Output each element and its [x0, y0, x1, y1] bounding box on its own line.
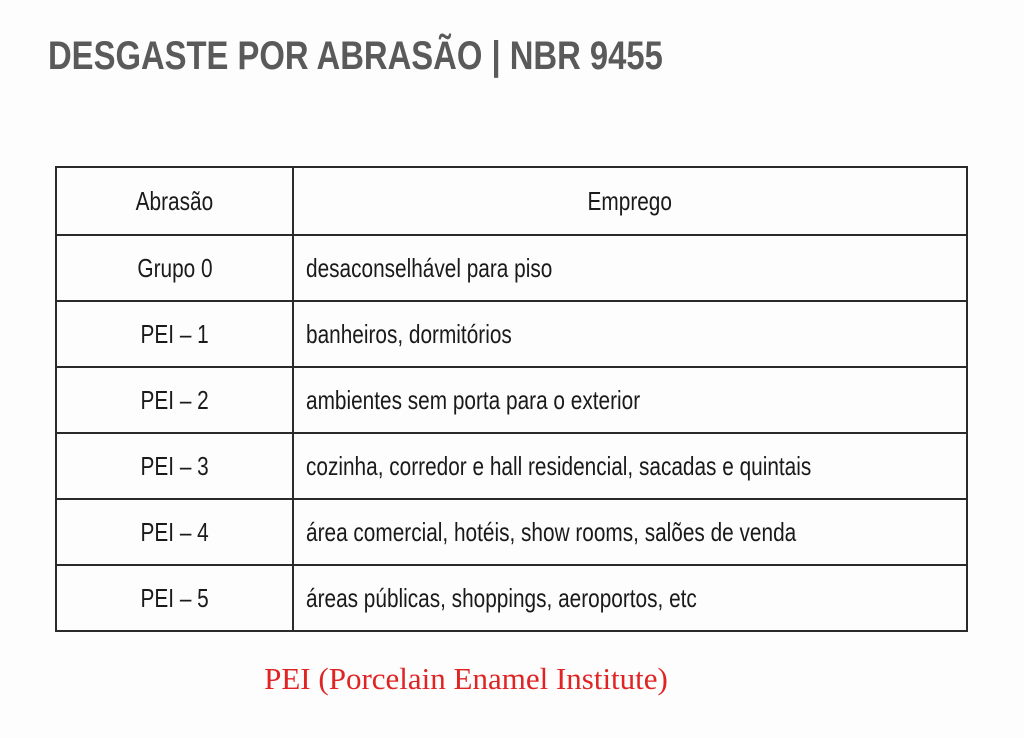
- table-header-row: Abrasão Emprego: [55, 166, 968, 236]
- cell-emprego: desaconselhável para piso: [292, 234, 968, 302]
- cell-text: cozinha, corredor e hall residencial, sa…: [306, 450, 812, 481]
- table-row: PEI – 4 área comercial, hotéis, show roo…: [55, 498, 968, 566]
- cell-emprego: ambientes sem porta para o exterior: [292, 366, 968, 434]
- cell-emprego: áreas públicas, shoppings, aeroportos, e…: [292, 564, 968, 632]
- cell-emprego: área comercial, hotéis, show rooms, salõ…: [292, 498, 968, 566]
- abrasion-table: Abrasão Emprego Grupo 0 desaconselhável …: [55, 166, 968, 632]
- cell-text: PEI – 1: [140, 318, 209, 349]
- cell-abrasao: PEI – 2: [55, 366, 294, 434]
- cell-text: Grupo 0: [136, 252, 213, 283]
- table-row: Grupo 0 desaconselhável para piso: [55, 234, 968, 302]
- cell-abrasao: PEI – 3: [55, 432, 294, 500]
- header-label: Abrasão: [135, 185, 214, 216]
- page-title: DESGASTE POR ABRASÃO | NBR 9455: [48, 34, 663, 78]
- cell-emprego: banheiros, dormitórios: [292, 300, 968, 368]
- table-row: PEI – 1 banheiros, dormitórios: [55, 300, 968, 368]
- cell-text: PEI – 5: [140, 582, 209, 613]
- cell-abrasao: PEI – 1: [55, 300, 294, 368]
- cell-emprego: cozinha, corredor e hall residencial, sa…: [292, 432, 968, 500]
- table-row: PEI – 2 ambientes sem porta para o exter…: [55, 366, 968, 434]
- cell-text: PEI – 3: [140, 450, 209, 481]
- cell-text: áreas públicas, shoppings, aeroportos, e…: [306, 582, 697, 613]
- table-row: PEI – 3 cozinha, corredor e hall residen…: [55, 432, 968, 500]
- cell-text: PEI – 2: [140, 384, 209, 415]
- header-emprego: Emprego: [292, 166, 968, 236]
- cell-text: banheiros, dormitórios: [306, 318, 512, 349]
- header-label: Emprego: [587, 185, 673, 216]
- cell-abrasao: Grupo 0: [55, 234, 294, 302]
- cell-text: PEI – 4: [140, 516, 209, 547]
- footnote: PEI (Porcelain Enamel Institute): [264, 661, 668, 696]
- table-row: PEI – 5 áreas públicas, shoppings, aerop…: [55, 564, 968, 632]
- cell-text: área comercial, hotéis, show rooms, salõ…: [306, 516, 797, 547]
- cell-text: ambientes sem porta para o exterior: [306, 384, 641, 415]
- cell-text: desaconselhável para piso: [306, 252, 553, 283]
- cell-abrasao: PEI – 4: [55, 498, 294, 566]
- header-abrasao: Abrasão: [55, 166, 294, 236]
- cell-abrasao: PEI – 5: [55, 564, 294, 632]
